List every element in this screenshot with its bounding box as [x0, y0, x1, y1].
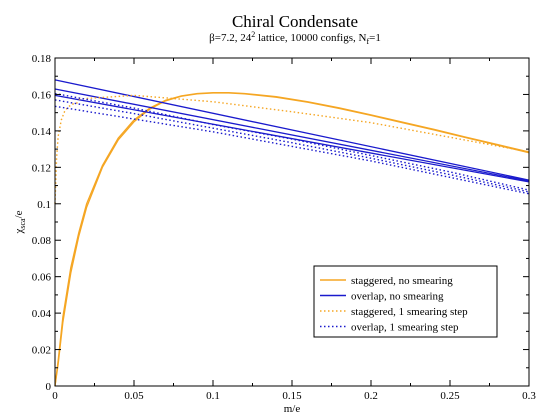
series-overlap-1-smearing-step-curve-2 [54, 99, 530, 193]
x-tick-label: 0.25 [440, 390, 460, 402]
legend-label-staggered-no-smearing: staggered, no smearing [351, 275, 453, 287]
x-tick-label: 0.3 [522, 390, 536, 402]
subtitle-rest: lattice, 10000 configs, N [255, 32, 366, 44]
y-tick-label: 0.1 [37, 199, 51, 211]
y-tick-label: 0.12 [32, 162, 51, 174]
x-tick-label: 0 [52, 390, 58, 402]
legend-box [313, 265, 498, 338]
series-staggered-no-smearing-curve-1 [54, 92, 530, 387]
ticks-layer: 0 0.05 0.1 0.15 0.2 0.25 0.3 0 0.02 0.04 0.06 0.08 0… [32, 53, 537, 402]
y-tick-label: 0.04 [32, 308, 52, 320]
y-tick-label: 0.02 [32, 345, 51, 357]
legend-label-overlap-no-smearing: overlap, no smearing [351, 291, 444, 303]
subtitle-beta: β=7.2, 24 [209, 32, 252, 44]
x-tick-label: 0.1 [206, 390, 220, 402]
y-label-main: χ [13, 229, 25, 235]
y-axis-label: χsca/e [13, 210, 27, 234]
y-tick-label: 0.08 [32, 235, 52, 247]
y-tick-label: 0.06 [32, 272, 52, 284]
y-tick-label: 0.18 [32, 53, 52, 65]
legend-label-overlap-1-smearing-step: overlap, 1 smearing step [351, 322, 459, 334]
subtitle-beta-sup: 2 [251, 30, 255, 39]
y-label-sub: sca [18, 218, 27, 229]
x-axis-label: m/e [284, 403, 301, 415]
series-overlap-no-smearing-curve-2 [54, 88, 530, 182]
series-staggered-1-smearing-step-curve-1 [54, 101, 79, 204]
series-overlap-1-smearing-step-curve-1 [54, 92, 530, 191]
legend: staggered, no smearing overlap, no smeari… [313, 265, 498, 338]
subtitle-nf-val: =1 [369, 32, 381, 44]
y-tick-label: 0.14 [32, 126, 52, 138]
y-label-rest: /e [13, 210, 25, 218]
series-staggered-1-smearing-step-curve-2 [78, 94, 530, 153]
y-tick-label: 0.16 [32, 89, 52, 101]
series-layer [54, 79, 530, 387]
legend-label-staggered-1-smearing-step: staggered, 1 smearing step [351, 306, 468, 318]
series-overlap-1-smearing-step-curve-3 [54, 105, 530, 195]
x-tick-label: 0.15 [282, 390, 302, 402]
chart-title: Chiral Condensate [232, 12, 358, 31]
series-overlap-no-smearing-curve-1 [54, 79, 530, 181]
chart-subtitle: β=7.2, 242 lattice, 10000 configs, Nf=1 [209, 30, 381, 46]
x-tick-label: 0.2 [364, 390, 378, 402]
subtitle-nf-sub: f [366, 37, 369, 46]
x-tick-label: 0.05 [124, 390, 144, 402]
y-tick-label: 0 [46, 381, 52, 393]
series-staggered-no-smearing-curve-2 [54, 91, 530, 387]
